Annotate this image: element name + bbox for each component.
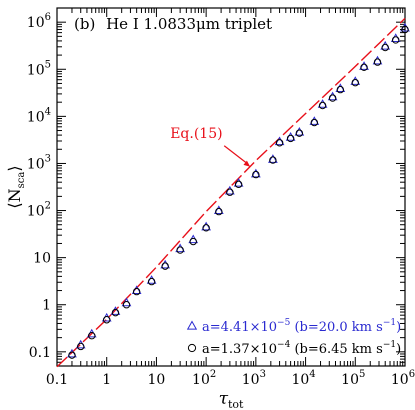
plot-frame xyxy=(56,7,406,367)
marker-circle xyxy=(77,342,85,351)
y-tick-label: 103 xyxy=(27,153,51,172)
x-tick-label: 1 xyxy=(102,372,111,388)
annotation-arrowhead xyxy=(243,160,251,167)
legend-entry-a1: a=4.41×10−5 (b=20.0 km s−1) xyxy=(186,318,401,335)
y-tick-label: 104 xyxy=(27,106,51,125)
marker-circle xyxy=(295,129,304,137)
annotation-label: Eq.(15) xyxy=(170,126,222,142)
x-tick-label: 10 xyxy=(148,372,166,388)
legend-marker-triangle xyxy=(186,320,198,330)
marker-triangle xyxy=(372,55,383,65)
marker-triangle xyxy=(160,259,171,269)
marker-triangle xyxy=(350,76,361,85)
x-tick-label: 104 xyxy=(291,369,315,388)
tick-labels: 0.1 1 10 102 103 104 105 106 0.1 1 10 102 103 104 105 1… xyxy=(27,12,415,388)
marker-triangle xyxy=(274,136,285,146)
marker-circle xyxy=(147,277,156,286)
marker-triangle xyxy=(285,132,296,141)
annotation-arrow xyxy=(223,145,247,164)
y-tick-label: 1 xyxy=(42,298,51,314)
marker-circle xyxy=(360,63,368,72)
legend: a=4.41×10−5 (b=20.0 km s−1) a=1.37×10−4 … xyxy=(186,318,401,357)
marker-triangle xyxy=(251,168,261,178)
marker-circle xyxy=(103,316,111,324)
marker-circle xyxy=(202,224,210,232)
marker-triangle xyxy=(309,116,320,125)
marker-circle xyxy=(269,156,277,164)
marker-circle xyxy=(373,58,382,66)
marker-triangle xyxy=(213,205,224,214)
marker-circle xyxy=(252,170,260,179)
marker-circle xyxy=(336,85,345,94)
legend-label-a1: a=4.41×10−5 (b=20.0 km s−1) xyxy=(202,318,401,335)
marker-circle xyxy=(328,94,337,102)
marker-triangle xyxy=(67,348,77,358)
marker-circle xyxy=(132,287,141,296)
marker-circle xyxy=(286,134,295,143)
y-tick-label: 105 xyxy=(27,59,51,78)
marker-triangle xyxy=(327,91,338,101)
y-tick-label: 10 xyxy=(33,251,51,267)
marker-triangle xyxy=(131,285,142,294)
marker-circle xyxy=(391,36,400,44)
marker-circle xyxy=(381,43,389,52)
data-markers xyxy=(67,22,410,359)
x-tick-label: 103 xyxy=(242,369,266,388)
marker-circle xyxy=(122,301,131,309)
x-tick-label: 0.1 xyxy=(46,372,68,388)
marker-circle xyxy=(88,331,96,340)
axis-ticks xyxy=(56,7,406,367)
y-tick-label: 106 xyxy=(27,12,51,31)
marker-circle xyxy=(351,78,359,87)
model-line xyxy=(56,17,406,368)
y-axis-label: ⟨Nsca⟩ xyxy=(5,165,27,208)
model-line-group xyxy=(56,17,406,368)
x-tick-label: 106 xyxy=(391,369,415,388)
y-tick-label: 102 xyxy=(27,201,51,220)
marker-circle xyxy=(111,308,120,317)
marker-triangle xyxy=(175,243,185,253)
marker-circle xyxy=(401,25,409,34)
marker-circle xyxy=(176,246,184,254)
marker-circle xyxy=(68,351,76,359)
marker-triangle xyxy=(201,221,211,231)
chart-title: (b) He I 1.0833μm triplet xyxy=(74,15,272,33)
marker-triangle xyxy=(225,185,235,195)
marker-triangle xyxy=(233,178,244,187)
marker-triangle xyxy=(294,127,305,136)
marker-triangle xyxy=(110,306,121,315)
marker-triangle xyxy=(146,275,157,284)
marker-circle xyxy=(215,207,223,216)
marker-triangle xyxy=(390,33,401,42)
title-text: He I 1.0833μm triplet xyxy=(106,15,272,33)
x-tick-label: 105 xyxy=(341,369,365,388)
y-tick-label: 0.1 xyxy=(29,345,51,361)
marker-circle xyxy=(275,139,284,147)
marker-triangle xyxy=(380,40,391,50)
x-axis-label: τtot xyxy=(219,389,244,410)
x-tick-label: 102 xyxy=(192,369,216,388)
marker-triangle xyxy=(400,22,410,32)
legend-entry-a2: a=1.37×10−4 (b=6.45 km s−1) xyxy=(187,340,401,357)
marker-triangle xyxy=(317,99,328,108)
panel-label: (b) xyxy=(74,15,95,33)
marker-circle xyxy=(226,188,234,196)
marker-circle xyxy=(161,262,169,270)
marker-circle xyxy=(234,180,243,189)
marker-circle xyxy=(189,237,197,246)
legend-label-a2: a=1.37×10−4 (b=6.45 km s−1) xyxy=(202,340,401,357)
marker-circle xyxy=(318,101,327,110)
legend-marker-circle xyxy=(187,343,197,353)
marker-triangle xyxy=(335,83,346,92)
marker-triangle xyxy=(359,61,369,70)
marker-circle xyxy=(310,118,319,127)
marker-triangle xyxy=(268,154,278,163)
